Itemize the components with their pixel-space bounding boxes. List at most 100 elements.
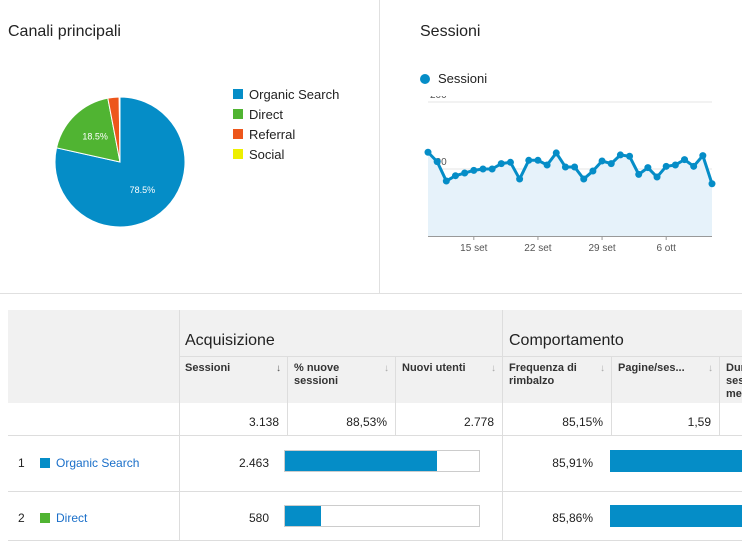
sessions-bar	[284, 450, 480, 472]
sort-desc-icon: ↓	[276, 363, 281, 374]
sessions-point[interactable]	[543, 161, 551, 169]
sessions-bar	[284, 505, 480, 527]
sessions-point[interactable]	[644, 164, 652, 172]
sessions-point[interactable]	[708, 180, 716, 188]
col-header-sessions[interactable]: Sessioni ↓	[179, 356, 287, 403]
totals-label	[8, 403, 179, 436]
sessions-legend-label: Sessioni	[438, 71, 488, 86]
sessions-point[interactable]	[690, 162, 698, 170]
sessions-point[interactable]	[598, 157, 606, 165]
legend-swatch	[233, 129, 243, 139]
x-tick-label: 6 ott	[656, 243, 676, 254]
col-header-duration[interactable]: Dur ses me	[720, 356, 742, 403]
total-new-users: 2.778	[396, 403, 502, 436]
legend-label: Direct	[249, 106, 283, 122]
pie-data-label: 78.5%	[130, 185, 156, 195]
sessions-point[interactable]	[681, 156, 689, 164]
legend-label: Referral	[249, 126, 296, 142]
legend-swatch	[233, 109, 243, 119]
row-link-organic-search[interactable]: Organic Search	[56, 456, 140, 470]
sessions-point[interactable]	[607, 160, 615, 168]
sessions-point[interactable]	[433, 158, 441, 166]
table-header-corner	[8, 310, 179, 403]
sessions-point[interactable]	[497, 160, 505, 168]
sort-icon: ↓	[708, 363, 713, 374]
pie-legend: Organic Search Direct Referral Social	[233, 84, 339, 164]
sessions-point[interactable]	[580, 175, 588, 183]
pie-slice-direct[interactable]	[55, 97, 121, 163]
channels-title: Canali principali	[8, 23, 121, 40]
series-dot-icon	[420, 73, 430, 84]
legend-item-referral[interactable]: Referral	[233, 124, 339, 144]
col-header-label: Pagine/ses...	[618, 362, 685, 374]
y-tick-label: 200	[430, 96, 447, 101]
sessions-point[interactable]	[552, 149, 560, 157]
total-duration	[720, 403, 742, 436]
sessions-point[interactable]	[699, 152, 707, 160]
sessions-point[interactable]	[488, 165, 496, 173]
pie-data-label: 18.5%	[82, 131, 108, 141]
sessions-point[interactable]	[516, 175, 524, 183]
col-header-label: Sessioni	[185, 362, 231, 374]
legend-item-direct[interactable]: Direct	[233, 104, 339, 124]
col-header-label: Frequenza di rimbalzo	[509, 362, 577, 387]
row-link-direct[interactable]: Direct	[56, 511, 88, 525]
sessions-point[interactable]	[525, 156, 533, 164]
row-swatch	[40, 458, 50, 468]
sessions-legend[interactable]: Sessioni	[420, 71, 487, 86]
sessions-point[interactable]	[470, 166, 478, 174]
grid-line	[502, 310, 503, 541]
sessions-point[interactable]	[589, 167, 597, 175]
table-row-direct[interactable]: 2 Direct	[8, 491, 179, 541]
sessions-point[interactable]	[461, 169, 469, 177]
legend-swatch	[233, 149, 243, 159]
legend-item-organic[interactable]: Organic Search	[233, 84, 339, 104]
sessions-point[interactable]	[451, 172, 459, 180]
grid-line	[8, 491, 742, 492]
col-header-new-users[interactable]: Nuovi utenti ↓	[396, 356, 502, 403]
sessions-point[interactable]	[671, 161, 679, 169]
row-index: 1	[18, 456, 25, 470]
sessions-point[interactable]	[653, 173, 661, 181]
grid-line	[179, 310, 180, 541]
sessions-bar-fill	[285, 506, 321, 526]
group-behavior: Comportamento	[503, 310, 742, 356]
col-header-bounce[interactable]: Frequenza di rimbalzo ↓	[503, 356, 611, 403]
col-header-pages[interactable]: Pagine/ses... ↓	[612, 356, 719, 403]
sessions-point[interactable]	[479, 165, 487, 173]
row-bounce-rate: 85,91%	[552, 456, 593, 470]
sessions-point[interactable]	[442, 177, 450, 185]
sessions-point[interactable]	[616, 151, 624, 159]
col-header-label: Nuovi utenti	[402, 362, 466, 374]
col-header-new-sessions[interactable]: % nuove sessioni ↓	[288, 356, 395, 403]
bounce-bar	[610, 450, 742, 472]
pie-slice-organic-search[interactable]	[54, 96, 186, 228]
sessions-point[interactable]	[561, 163, 569, 171]
row-sessions: 580	[248, 511, 269, 525]
grid-line	[179, 356, 742, 357]
legend-label: Organic Search	[249, 86, 340, 102]
pie-slice-social[interactable]	[118, 96, 121, 163]
grid-line	[395, 356, 396, 436]
col-header-label: Dur ses me	[726, 362, 742, 400]
sessions-point[interactable]	[534, 156, 542, 164]
legend-item-social[interactable]: Social	[233, 144, 339, 164]
grid-line	[611, 356, 612, 436]
group-acquisition: Acquisizione	[179, 310, 502, 356]
sessions-title: Sessioni	[420, 23, 481, 40]
sessions-point[interactable]	[424, 148, 432, 156]
row-index: 2	[18, 511, 25, 525]
sessions-point[interactable]	[571, 163, 579, 171]
sessions-point[interactable]	[662, 162, 670, 170]
legend-swatch	[233, 89, 243, 99]
total-sessions: 3.138	[179, 403, 287, 436]
channels-table: Acquisizione Comportamento Sessioni ↓ % …	[8, 310, 742, 541]
section-divider	[0, 293, 742, 294]
row-bounce-rate: 85,86%	[552, 511, 593, 525]
table-row-organic[interactable]: 1 Organic Search	[8, 436, 179, 491]
sessions-point[interactable]	[506, 158, 514, 166]
sort-icon: ↓	[600, 363, 605, 374]
sessions-point[interactable]	[635, 170, 643, 178]
sessions-point[interactable]	[626, 152, 634, 160]
